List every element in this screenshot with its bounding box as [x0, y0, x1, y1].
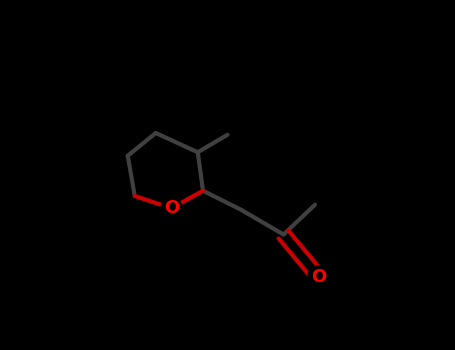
Text: O: O	[311, 267, 326, 286]
Circle shape	[161, 198, 182, 219]
Text: O: O	[164, 199, 179, 217]
Circle shape	[308, 266, 329, 287]
